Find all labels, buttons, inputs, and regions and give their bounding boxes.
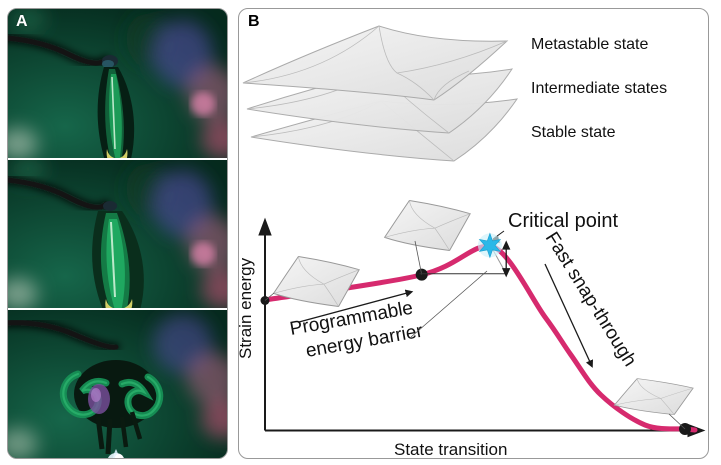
svg-text:Fast snap-through: Fast snap-through — [541, 229, 641, 371]
svg-text:Critical point: Critical point — [508, 210, 618, 232]
svg-text:Strain energy: Strain energy — [239, 257, 255, 359]
svg-text:Stable state: Stable state — [531, 124, 616, 141]
svg-text:Metastable state: Metastable state — [531, 36, 649, 53]
svg-text:Intermediate states: Intermediate states — [531, 80, 667, 97]
svg-text:State transition: State transition — [394, 440, 507, 459]
